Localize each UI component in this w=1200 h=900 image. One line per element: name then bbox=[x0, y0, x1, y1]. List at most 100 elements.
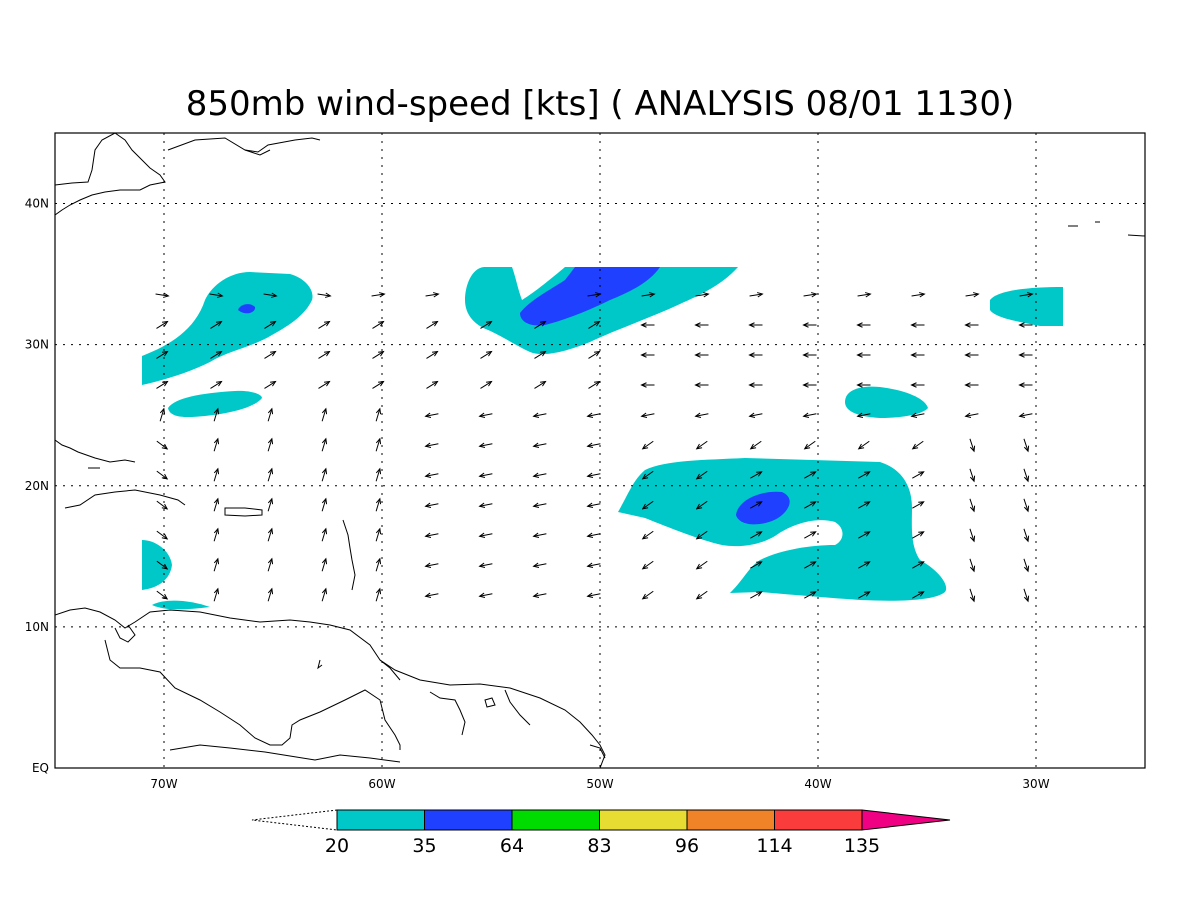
wind-arrow bbox=[911, 292, 926, 298]
wind-arrow bbox=[641, 560, 654, 570]
wind-arrow bbox=[964, 322, 979, 328]
wind-region-caribbean bbox=[142, 540, 172, 590]
wind-arrow bbox=[478, 472, 493, 478]
wind-arrow bbox=[156, 500, 169, 510]
wind-arrow bbox=[969, 498, 976, 513]
wind-arrow bbox=[803, 440, 816, 450]
x-tick-label: 40W bbox=[804, 777, 831, 791]
wind-arrow bbox=[804, 501, 817, 509]
wind-arrow bbox=[424, 442, 439, 448]
wind-arrow bbox=[640, 412, 655, 418]
wind-arrow bbox=[694, 352, 709, 358]
colorbar-segment bbox=[336, 809, 425, 831]
wind-arrow bbox=[1023, 588, 1030, 603]
wind-arrow bbox=[156, 380, 169, 389]
wind-arrow bbox=[586, 442, 601, 448]
wind-arrow bbox=[695, 292, 710, 298]
border-south-america bbox=[104, 639, 401, 750]
wind-arrow bbox=[372, 380, 385, 389]
wind-arrow bbox=[640, 352, 655, 358]
wind-arrow bbox=[856, 352, 871, 358]
wind-arrow bbox=[750, 561, 763, 569]
colorbar-under-triangle bbox=[251, 809, 338, 831]
wind-arrow bbox=[750, 471, 763, 479]
coastline-islet bbox=[484, 697, 496, 708]
wind-arrow bbox=[317, 292, 332, 298]
wind-arrow bbox=[156, 470, 169, 480]
wind-arrow bbox=[480, 350, 493, 359]
wind-arrow bbox=[375, 587, 382, 602]
border-guianas-3 bbox=[504, 689, 531, 726]
y-tick-label: 20N bbox=[25, 479, 49, 493]
wind-arrow bbox=[156, 590, 169, 600]
wind-arrow bbox=[856, 382, 871, 388]
colorbar-label: 20 bbox=[325, 835, 349, 857]
wind-arrow bbox=[213, 407, 220, 422]
wind-arrow bbox=[267, 497, 274, 512]
wind-arrow bbox=[267, 527, 274, 542]
wind-arrow bbox=[478, 442, 493, 448]
wind-arrow bbox=[1018, 352, 1033, 358]
wind-arrow bbox=[264, 350, 277, 359]
colorbar-label: 114 bbox=[756, 835, 792, 857]
wind-arrow bbox=[750, 501, 763, 509]
wind-speed-shading bbox=[142, 267, 1063, 610]
wind-vectors bbox=[155, 292, 1034, 603]
plot-frame bbox=[54, 132, 1146, 769]
colorbar: 20 35 64 83 96 114 135 bbox=[251, 809, 951, 857]
wind-arrow bbox=[641, 500, 654, 510]
wind-arrow bbox=[802, 412, 817, 418]
wind-arrow bbox=[586, 472, 601, 478]
wind-arrow bbox=[640, 322, 655, 328]
wind-arrow bbox=[321, 557, 328, 572]
wind-arrow bbox=[1018, 322, 1033, 328]
border-guianas-1 bbox=[379, 659, 401, 681]
wind-arrow bbox=[748, 382, 763, 388]
wind-region-tropical bbox=[618, 458, 947, 601]
coastline-north-america bbox=[55, 133, 166, 216]
wind-arrow bbox=[804, 591, 817, 599]
coastline-iberia-west bbox=[1127, 234, 1145, 237]
wind-arrow bbox=[969, 528, 976, 543]
wind-arrow bbox=[321, 497, 328, 512]
wind-arrow bbox=[858, 531, 871, 539]
wind-arrow bbox=[588, 320, 601, 329]
wind-arrow bbox=[267, 587, 274, 602]
wind-arrow bbox=[156, 530, 169, 540]
y-axis-labels: 40N 30N 20N 10N EQ bbox=[25, 197, 49, 775]
colorbar-segment bbox=[511, 809, 600, 831]
wind-arrow bbox=[695, 440, 708, 450]
wind-arrow bbox=[695, 590, 708, 600]
wind-arrow bbox=[532, 562, 547, 568]
coastline-amazon-delta bbox=[589, 744, 606, 759]
wind-region-tropical-core bbox=[736, 491, 790, 525]
wind-arrow bbox=[695, 470, 708, 480]
wind-arrow bbox=[586, 562, 601, 568]
wind-arrow bbox=[1023, 498, 1030, 513]
wind-arrow bbox=[372, 350, 385, 359]
wind-arrow bbox=[856, 412, 871, 418]
wind-arrow bbox=[532, 532, 547, 538]
wind-arrow bbox=[267, 437, 274, 452]
wind-arrow bbox=[318, 320, 331, 329]
wind-arrow bbox=[695, 560, 708, 570]
wind-arrow bbox=[750, 591, 763, 599]
wind-arrow bbox=[858, 501, 871, 509]
wind-arrow bbox=[264, 380, 277, 389]
wind-arrow bbox=[586, 412, 601, 418]
wind-arrow bbox=[375, 437, 382, 452]
y-tick-label: 10N bbox=[25, 620, 49, 634]
wind-arrow bbox=[1023, 438, 1030, 453]
wind-arrow bbox=[372, 320, 385, 329]
coastline-puerto-rico bbox=[224, 507, 263, 517]
wind-arrow bbox=[586, 532, 601, 538]
wind-arrow bbox=[321, 437, 328, 452]
wind-arrow bbox=[641, 590, 654, 600]
wind-arrow bbox=[159, 407, 166, 422]
wind-arrow bbox=[1018, 412, 1033, 418]
wind-arrow bbox=[910, 412, 925, 418]
graticule bbox=[55, 133, 1145, 768]
wind-arrow bbox=[426, 320, 439, 329]
wind-arrow bbox=[424, 532, 439, 538]
wind-arrow bbox=[371, 292, 386, 298]
